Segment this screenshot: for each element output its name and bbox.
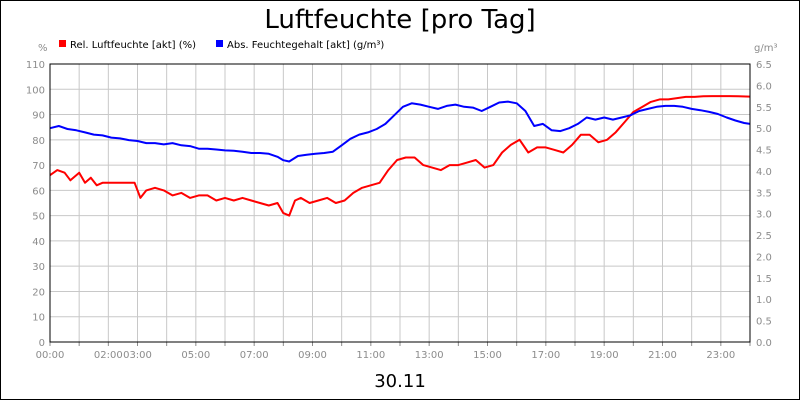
chart-title: Luftfeuchte [pro Tag]: [264, 5, 535, 35]
x-tick-label: 03:00: [123, 350, 152, 361]
y-left-tick-label: 20: [32, 287, 45, 298]
series-lines: [49, 95, 751, 217]
x-tick-label: 15:00: [473, 350, 502, 361]
y-right-tick-label: 0.0: [756, 338, 772, 349]
x-tick-label: 23:00: [706, 350, 735, 361]
x-tick-label: 00:00: [36, 350, 65, 361]
y-left-tick-label: 60: [32, 186, 45, 197]
left-axis-unit: %: [38, 43, 48, 54]
y-right-tick-label: 6.5: [756, 60, 772, 71]
x-tick-label: 13:00: [415, 350, 444, 361]
series-line-abs-humidity: [49, 100, 751, 163]
legend-label-abs-humidity: Abs. Feuchtegehalt [akt] (g/m³): [227, 40, 384, 51]
y-right-tick-label: 2.5: [756, 231, 772, 242]
y-right-tick-label: 6.0: [756, 81, 772, 92]
y-left-tick-label: 90: [32, 111, 45, 122]
y-left-tick-label: 110: [26, 60, 45, 71]
y-right-tick-label: 5.5: [756, 103, 772, 114]
y-left-tick-label: 50: [32, 212, 45, 223]
y-right-tick-label: 3.5: [756, 188, 772, 199]
x-tick-label: 17:00: [531, 350, 560, 361]
y-left-tick-label: 80: [32, 136, 45, 147]
y-right-tick-label: 4.0: [756, 167, 772, 178]
x-tick-label: 02:00: [94, 350, 123, 361]
legend-swatch-abs-humidity: [216, 40, 223, 47]
y-right-tick-label: 5.0: [756, 124, 772, 135]
y-right-tick-label: 0.5: [756, 317, 772, 328]
y-right-tick-label: 2.0: [756, 252, 772, 263]
y-left-tick-label: 30: [32, 262, 45, 273]
series-line-rel-humidity: [49, 95, 751, 217]
y-left-tick-label: 10: [32, 313, 45, 324]
x-tick-label: 05:00: [181, 350, 210, 361]
x-tick-label: 19:00: [590, 350, 619, 361]
y-left-tick-label: 70: [32, 161, 45, 172]
x-tick-label: 11:00: [356, 350, 385, 361]
axis-ticks: 0 10 20 30 40 50 60 70 80 90 100 110 0.0 0.5 1.0 1.5 2.0…: [26, 60, 772, 361]
y-right-tick-label: 3.0: [756, 210, 772, 221]
y-left-tick-label: 0: [39, 338, 45, 349]
plot-area-border: [49, 63, 751, 343]
y-right-tick-label: 4.5: [756, 146, 772, 157]
y-right-tick-label: 1.5: [756, 274, 772, 285]
y-left-tick-label: 40: [32, 237, 45, 248]
right-axis-unit: g/m³: [754, 43, 777, 54]
legend-label-rel-humidity: Rel. Luftfeuchte [akt] (%): [70, 40, 196, 51]
date-label: 30.11: [374, 371, 426, 392]
x-tick-label: 21:00: [648, 350, 677, 361]
y-left-tick-label: 100: [26, 85, 45, 96]
x-tick-label: 07:00: [240, 350, 269, 361]
legend-swatch-rel-humidity: [59, 40, 66, 47]
y-right-tick-label: 1.0: [756, 295, 772, 306]
x-tick-label: 09:00: [298, 350, 327, 361]
